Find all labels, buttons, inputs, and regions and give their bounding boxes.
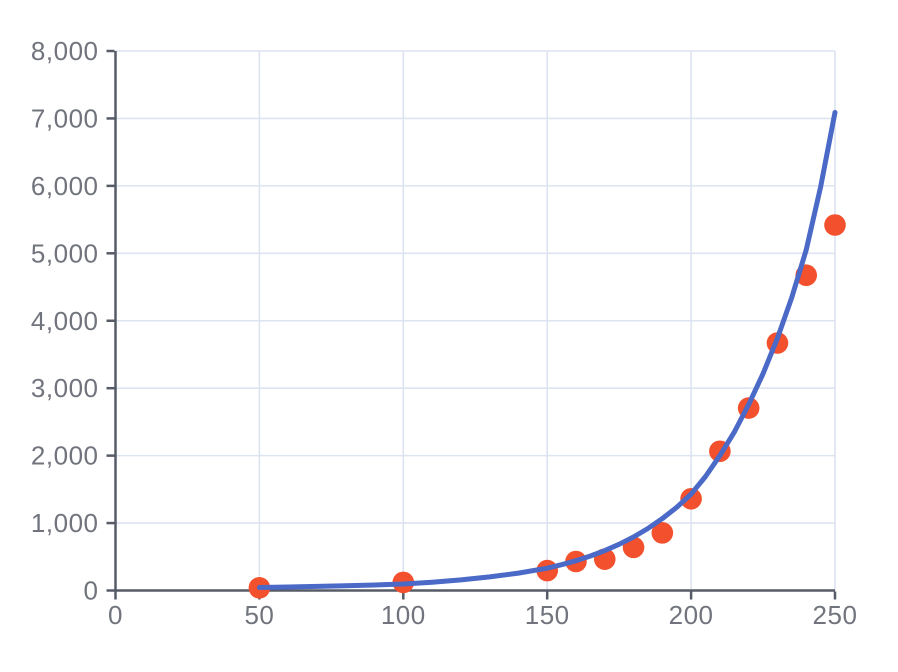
y-tick-label: 5,000 [31,238,99,268]
y-tick-label: 7,000 [31,103,99,133]
x-tick-label: 250 [813,600,858,630]
trend-line [256,109,838,590]
y-tick-label: 6,000 [31,171,99,201]
scatter-point [651,522,674,544]
y-tick-label: 1,000 [31,508,99,538]
y-tick-label: 2,000 [31,441,99,471]
x-tick-label: 50 [244,600,274,630]
x-tick-label: 200 [669,600,714,630]
y-tick-label: 3,000 [31,373,99,403]
x-tick-label: 100 [381,600,426,630]
scatter-point [824,214,846,236]
y-tick-label: 8,000 [31,36,99,66]
y-tick-label: 4,000 [31,306,99,336]
y-tick-label: 0 [84,576,99,606]
scatter-point [680,487,702,510]
x-tick-label: 0 [108,600,123,630]
x-tick-label: 150 [525,600,570,630]
